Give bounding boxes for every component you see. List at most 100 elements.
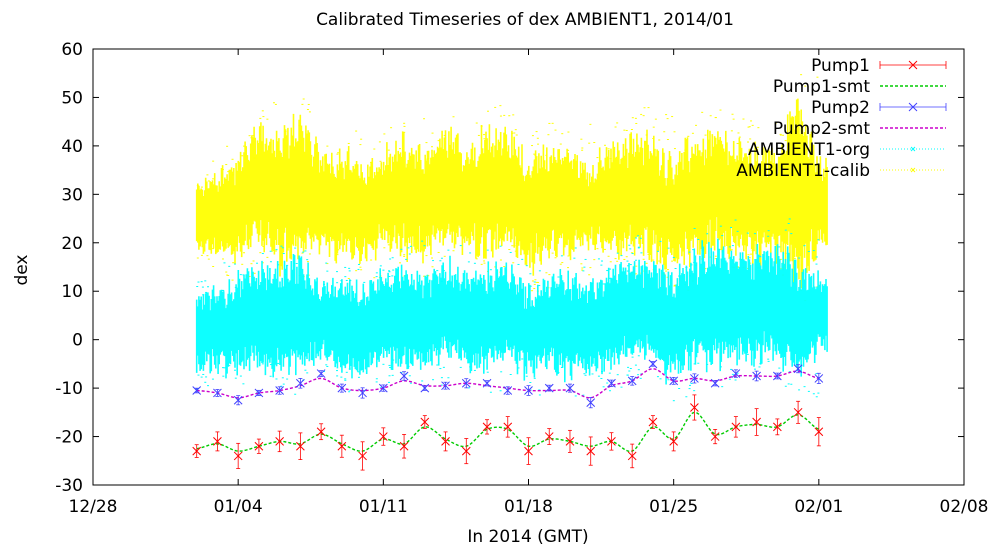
pump1-marker <box>648 417 658 427</box>
y-tick-label: 40 <box>61 137 83 157</box>
pump1-point <box>441 431 450 452</box>
pump2-marker <box>461 378 471 388</box>
pump2-point <box>586 397 596 409</box>
legend-marker <box>908 60 918 70</box>
pump2-point <box>275 386 284 395</box>
pump2-point <box>690 373 699 384</box>
pump2-point <box>233 395 243 406</box>
x-tick-label: 02/08 <box>940 497 989 517</box>
pump2-marker <box>669 376 679 386</box>
pump2-point <box>461 378 471 389</box>
pump1-point <box>607 432 616 451</box>
pump1-marker <box>441 437 450 446</box>
pump2-point <box>731 369 741 378</box>
pump2-marker <box>482 378 492 388</box>
pump2-marker <box>544 383 554 393</box>
legend-label: Pump1-smt <box>773 77 870 97</box>
y-tick-label: 10 <box>61 282 83 302</box>
pump2-point <box>399 371 409 381</box>
pump1-marker <box>213 437 222 446</box>
y-tick-label: -10 <box>55 379 83 399</box>
plot-area <box>192 74 828 471</box>
pump2-marker <box>192 386 202 395</box>
pump1-marker <box>731 422 741 432</box>
pump1-marker <box>275 437 284 446</box>
pump2-point <box>358 387 367 399</box>
pump2-marker <box>503 386 513 395</box>
pump2-point <box>627 376 637 386</box>
pump2-point <box>503 386 513 395</box>
pump2-marker <box>420 383 430 393</box>
pump1-marker <box>482 422 492 432</box>
pump2-point <box>814 372 824 384</box>
pump1-point <box>275 430 284 453</box>
pump2-point <box>793 364 803 374</box>
pump1-marker <box>378 432 388 441</box>
pump2-point <box>441 381 450 391</box>
x-tick-label: 12/28 <box>69 497 118 517</box>
pump1-point <box>316 423 326 441</box>
pump1-point <box>544 428 554 445</box>
y-tick-label: -30 <box>55 476 83 496</box>
pump2-point <box>669 376 679 386</box>
pump2-point <box>213 388 222 398</box>
pump1-marker <box>316 427 326 437</box>
legend-label: AMBIENT1-org <box>748 140 870 160</box>
pump1-point <box>233 442 243 469</box>
pump1-marker <box>358 451 367 461</box>
pump1-marker <box>461 446 471 456</box>
pump1-point <box>565 429 575 453</box>
pump1-point <box>296 432 305 461</box>
pump2-point <box>378 383 388 393</box>
pump2-marker <box>254 388 264 398</box>
x-tick-label: 02/01 <box>794 497 843 517</box>
pump1-point <box>710 428 720 445</box>
pump2-marker <box>337 383 347 393</box>
pump1-marker <box>773 422 782 432</box>
pump2-marker <box>752 371 761 381</box>
pump1-marker <box>337 441 347 451</box>
pump1-point <box>773 418 782 436</box>
pump1-point <box>254 438 264 454</box>
y-axis-label: dex <box>12 254 32 285</box>
pump2-marker <box>524 386 533 395</box>
pump1-marker <box>296 441 305 451</box>
pump2-point <box>420 383 430 393</box>
pump2-marker <box>441 381 450 391</box>
pump2-marker <box>710 378 720 388</box>
pump1-point <box>586 436 596 466</box>
legend: Pump1Pump1-smtPump2Pump2-smtAMBIENT1-org… <box>736 56 947 181</box>
legend-marker <box>908 102 918 112</box>
legend-entry: Pump1 <box>811 56 947 76</box>
pump2-marker <box>793 364 803 374</box>
chart-title: Calibrated Timeseries of dex AMBIENT1, 2… <box>316 10 734 30</box>
pump2-marker <box>814 374 824 383</box>
y-tick-label: 30 <box>61 185 83 205</box>
pump2-marker <box>275 386 284 395</box>
pump1-marker <box>399 441 409 451</box>
pump2-marker <box>690 374 699 383</box>
pump1-point <box>337 434 347 458</box>
x-axis: 12/28 01/04 01/11 01/18 01/25 02/01 02/08 <box>69 49 989 517</box>
x-tick-label: 01/11 <box>359 497 408 517</box>
pump2-point <box>648 359 658 369</box>
pump1-marker <box>586 446 596 456</box>
pump1-marker <box>524 446 533 456</box>
pump2-point <box>337 383 347 393</box>
ambient1-org-strokes <box>195 238 828 385</box>
pump1-point <box>358 441 367 471</box>
x-tick-label: 01/25 <box>649 497 698 517</box>
x-tick-label: 01/18 <box>504 497 553 517</box>
pump2-marker <box>316 369 326 378</box>
pump2-point <box>192 386 202 395</box>
pump1-point <box>482 419 492 435</box>
pump1-point <box>814 417 824 447</box>
pump1-marker <box>565 437 575 446</box>
pump2-point <box>710 378 720 388</box>
pump1-marker <box>192 446 202 456</box>
pump1-marker <box>793 407 803 417</box>
pump1-marker <box>814 427 824 437</box>
pump2-point <box>524 385 533 396</box>
legend-entry: Pump2 <box>811 98 947 118</box>
